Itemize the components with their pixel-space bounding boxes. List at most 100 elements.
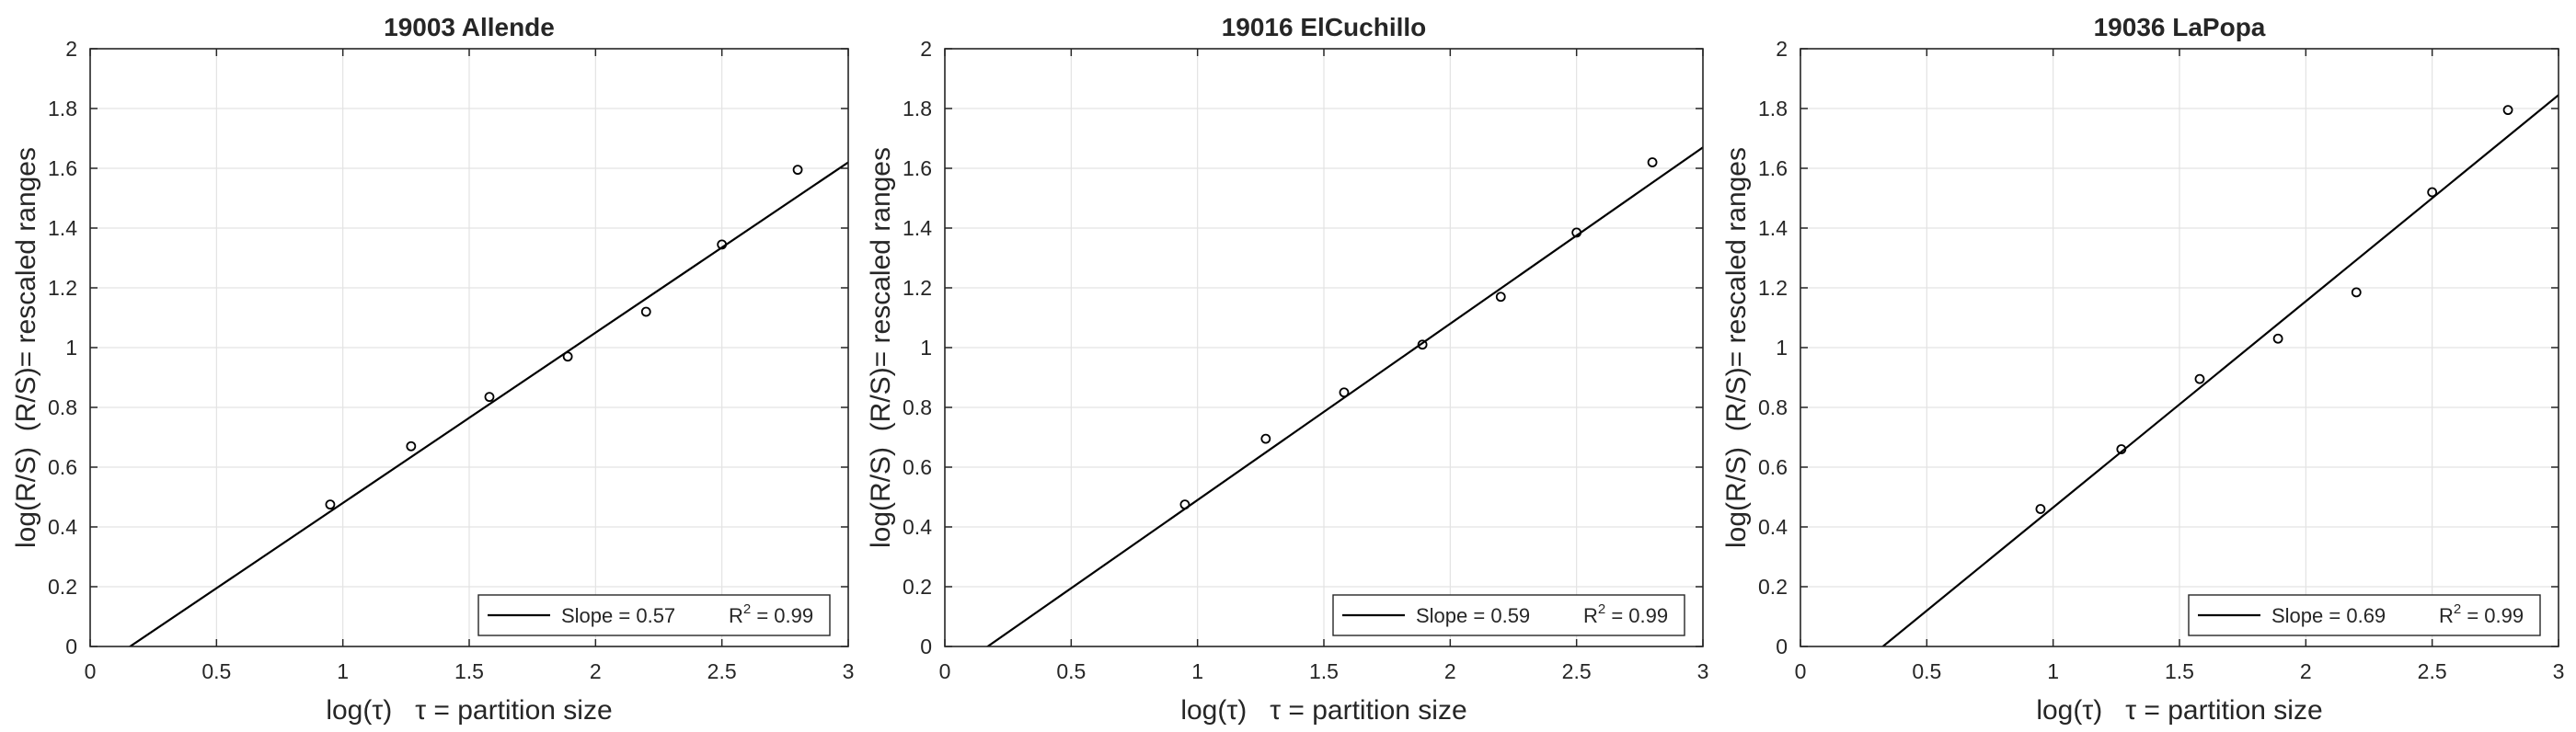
x-tick-label: 1 (2047, 659, 2059, 683)
x-tick-label: 2 (590, 659, 602, 683)
y-tick-label: 1 (1776, 336, 1788, 360)
y-tick-label: 0.2 (903, 575, 932, 599)
chart-panel: 0 0.5 1 1.5 2 2.5 3 0 0.2 0.4 0.6 0.8 1 1.2 1.4 1.6 1.8 2… (11, 13, 854, 726)
y-tick-label: 0.2 (1758, 575, 1788, 599)
x-tick-label: 0 (939, 659, 951, 683)
plot-content (985, 146, 1703, 646)
y-tick-label: 1 (65, 336, 77, 360)
axes-box (1800, 48, 2559, 647)
x-tick-label: 0 (85, 659, 97, 683)
y-tick-label: 2 (920, 37, 932, 61)
data-point (484, 392, 495, 403)
x-tick-label: 2 (1444, 659, 1456, 683)
y-tick-label: 1.4 (48, 216, 77, 240)
axes-box (944, 48, 1704, 647)
y-tick-label: 0.8 (1758, 395, 1788, 419)
x-axis-label: log(τ) τ = partition size (2036, 695, 2322, 726)
y-tick-label: 0 (1776, 635, 1788, 658)
y-tick-label: 0 (920, 635, 932, 658)
y-tick-label: 0.6 (48, 455, 77, 479)
x-tick-label: 1.5 (1309, 659, 1339, 683)
data-point (406, 440, 417, 452)
y-tick-label: 2 (65, 37, 77, 61)
y-tick-label: 1.4 (1758, 216, 1788, 240)
chart-panel: 0 0.5 1 1.5 2 2.5 3 0 0.2 0.4 0.6 0.8 1 1.2 1.4 1.6 1.8 2… (1721, 13, 2564, 726)
data-point (792, 165, 803, 176)
y-axis-label: log(R/S) (R/S)= rescaled ranges (11, 147, 41, 548)
y-tick-label: 1 (920, 336, 932, 360)
x-tick-label: 3 (2553, 659, 2565, 683)
data-point (1571, 227, 1582, 238)
legend-r2-superscript: 2 (2454, 601, 2461, 617)
chart-title: 19003 Allende (384, 13, 555, 41)
y-tick-label: 0.4 (1758, 515, 1788, 539)
y-tick-label: 1.2 (1758, 276, 1788, 300)
fit-line (128, 161, 848, 646)
legend-r2-value: = 0.99 (2461, 604, 2524, 627)
y-tick-label: 1.8 (1758, 97, 1788, 120)
y-tick-label: 0.4 (903, 515, 932, 539)
fit-line (1880, 94, 2559, 646)
data-point (1417, 339, 1428, 350)
y-tick-label: 0.6 (903, 455, 932, 479)
x-tick-label: 0.5 (1912, 659, 1941, 683)
y-tick-label: 1.6 (903, 156, 932, 180)
legend: Slope = 0.69 R2 = 0.99 (2188, 594, 2541, 636)
x-tick-label: 1.5 (454, 659, 484, 683)
legend-r2-value: = 0.99 (1605, 604, 1668, 627)
x-axis-label: log(τ) τ = partition size (326, 695, 612, 726)
legend-r2-superscript: 2 (743, 601, 751, 617)
x-tick-label: 0.5 (1056, 659, 1086, 683)
data-point (2351, 287, 2362, 298)
chart-title: 19036 LaPopa (2094, 13, 2266, 41)
data-point (2502, 105, 2513, 116)
legend-r2-label: R2 = 0.99 (2439, 601, 2524, 627)
legend-r2-symbol: R (1583, 604, 1598, 627)
data-point (717, 239, 728, 250)
y-tick-label: 1.8 (903, 97, 932, 120)
y-tick-label: 0.8 (903, 395, 932, 419)
y-axis-label: log(R/S) (R/S)= rescaled ranges (866, 147, 896, 548)
legend-r2-superscript: 2 (1598, 601, 1605, 617)
data-point (2035, 504, 2046, 514)
data-point (2194, 373, 2205, 384)
legend-slope-label: Slope = 0.59 (1416, 604, 1530, 627)
legend-r2-symbol: R (729, 604, 743, 627)
x-tick-label: 1 (337, 659, 349, 683)
plot-content (1880, 94, 2559, 646)
data-point (1495, 292, 1506, 303)
y-tick-label: 1.6 (1758, 156, 1788, 180)
data-point (325, 499, 336, 510)
x-tick-label: 2.5 (2418, 659, 2447, 683)
x-tick-label: 3 (843, 659, 855, 683)
x-tick-label: 0.5 (201, 659, 231, 683)
axes-box (89, 48, 849, 647)
legend-slope-label: Slope = 0.57 (561, 604, 675, 627)
x-tick-label: 1 (1191, 659, 1203, 683)
y-tick-label: 0 (65, 635, 77, 658)
chart-title: 19016 ElCuchillo (1222, 13, 1427, 41)
legend-r2-label: R2 = 0.99 (729, 601, 813, 627)
plot-content (128, 161, 848, 646)
legend: Slope = 0.59 R2 = 0.99 (1332, 594, 1685, 636)
y-axis-label: log(R/S) (R/S)= rescaled ranges (1721, 147, 1752, 548)
x-tick-label: 2 (2300, 659, 2312, 683)
legend-r2-symbol: R (2439, 604, 2454, 627)
y-tick-label: 0.8 (48, 395, 77, 419)
data-point (1647, 157, 1658, 167)
y-tick-label: 1.6 (48, 156, 77, 180)
y-tick-label: 0.2 (48, 575, 77, 599)
data-point (1179, 499, 1190, 510)
data-point (1260, 433, 1271, 444)
y-tick-label: 0.6 (1758, 455, 1788, 479)
x-axis-label: log(τ) τ = partition size (1180, 695, 1466, 726)
legend-r2-value: = 0.99 (751, 604, 813, 627)
x-tick-label: 2.5 (707, 659, 737, 683)
data-point (2116, 444, 2127, 454)
data-point (2272, 333, 2283, 344)
y-tick-label: 1.2 (48, 276, 77, 300)
x-tick-label: 3 (1697, 659, 1709, 683)
legend-slope-label: Slope = 0.69 (2271, 604, 2386, 627)
data-point (562, 351, 573, 362)
